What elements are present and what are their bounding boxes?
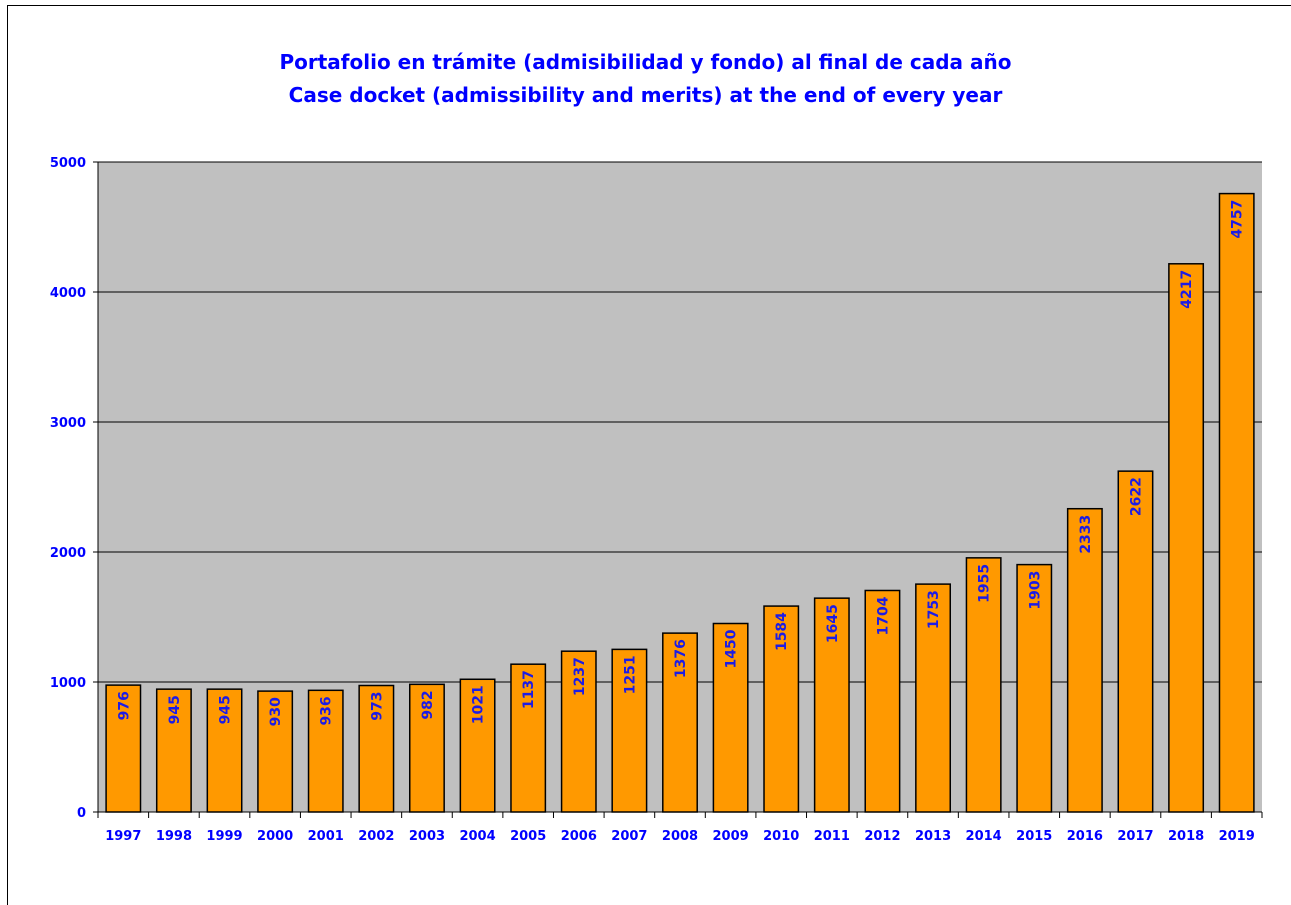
bar-2012: [864, 589, 901, 813]
bars: [105, 192, 1255, 813]
axes: [97, 162, 1263, 818]
x-tick-label: 2014: [966, 829, 1002, 844]
x-tick-label: 2004: [459, 829, 495, 844]
bar-2016: [1066, 507, 1103, 813]
x-tick-label: 2011: [814, 829, 850, 844]
x-tick-label: 2013: [915, 829, 951, 844]
y-tick-label: 1000: [50, 676, 86, 691]
bar-2001: [307, 689, 344, 813]
x-tick-label: 1997: [105, 829, 141, 844]
bar-value-label: 1903: [1027, 571, 1043, 610]
bar-value-label: 982: [420, 690, 436, 719]
y-axis-labels: 0 1000 2000 3000 4000 5000: [50, 156, 86, 821]
bar-2014: [965, 557, 1002, 813]
x-tick-label: 2001: [308, 829, 344, 844]
bar-2011: [813, 597, 850, 813]
bar-value-label: 4217: [1179, 270, 1195, 309]
bar-value-label: 1137: [521, 670, 537, 709]
bar-value-label: 930: [268, 697, 284, 726]
x-tick-label: 2016: [1067, 829, 1103, 844]
y-tick-label: 3000: [50, 416, 86, 431]
bar-value-label: 1450: [724, 629, 740, 668]
x-tick-label: 2009: [713, 829, 749, 844]
bar-value-label: 1704: [875, 596, 891, 635]
bar-2003: [408, 683, 445, 813]
bar-value-label: 1753: [926, 590, 942, 629]
x-tick-label: 1998: [156, 829, 192, 844]
y-tick-label: 2000: [50, 546, 86, 561]
x-tick-label: 2017: [1117, 829, 1153, 844]
bar-value-label: 1645: [825, 604, 841, 643]
bar-value-label: 936: [319, 696, 335, 725]
x-tick-label: 2000: [257, 829, 293, 844]
x-tick-label: 2018: [1168, 829, 1204, 844]
bar-value-label: 1955: [977, 564, 993, 603]
bar-2013: [915, 583, 952, 813]
x-tick-label: 2007: [611, 829, 647, 844]
bar-2006: [560, 650, 597, 813]
bar-value-label: 4757: [1230, 200, 1246, 239]
x-axis-labels: 1997 1998 1999 2000 2001 2002 2003 2004 2005 2006…: [105, 829, 1255, 844]
y-tick-label: 4000: [50, 286, 86, 301]
bar-2019: [1218, 192, 1255, 813]
bar-value-label: 976: [116, 691, 132, 720]
bar-value-label: 2333: [1078, 515, 1094, 554]
x-tick-label: 2003: [409, 829, 445, 844]
bar-value-label: 1237: [572, 657, 588, 696]
bar-value-label: 945: [218, 695, 234, 724]
bar-value-labels: 976 945 945 930 936 973 982 1021 1137 1237 1251 137…: [116, 200, 1245, 727]
x-tick-label: 2015: [1016, 829, 1052, 844]
chart-title-spanish: Portafolio en trámite (admisibilidad y f…: [279, 50, 1012, 74]
bar-2018: [1168, 263, 1205, 813]
x-tick-label: 2005: [510, 829, 546, 844]
bar-value-label: 1251: [622, 655, 638, 694]
x-tick-label: 2008: [662, 829, 698, 844]
x-tick-label: 2010: [763, 829, 799, 844]
y-tick-label: 0: [77, 806, 86, 821]
x-tick-label: 2012: [864, 829, 900, 844]
x-tick-label: 1999: [206, 829, 242, 844]
bar-2010: [763, 605, 800, 813]
bar-value-label: 1584: [774, 612, 790, 651]
bar-value-label: 1021: [471, 685, 487, 724]
x-tick-label: 2019: [1219, 829, 1255, 844]
bar-2017: [1117, 470, 1154, 813]
bar-2004: [459, 678, 496, 813]
x-tick-label: 2006: [561, 829, 597, 844]
bar-value-label: 945: [167, 695, 183, 724]
x-tick-label: 2002: [358, 829, 394, 844]
bar-1998: [155, 688, 192, 813]
bar-value-label: 973: [369, 692, 385, 721]
chart-title-english: Case docket (admissibility and merits) a…: [288, 83, 1003, 107]
bar-value-label: 2622: [1128, 477, 1144, 516]
bar-value-label: 1376: [673, 639, 689, 678]
chart-frame: [7, 5, 1291, 905]
y-tick-label: 5000: [50, 156, 86, 171]
